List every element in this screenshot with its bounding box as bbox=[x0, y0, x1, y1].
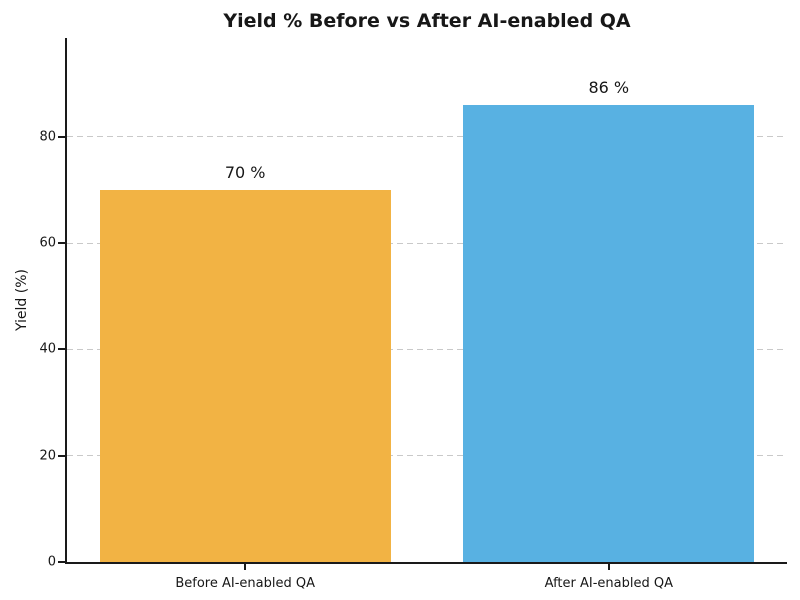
bar-value-label: 86 % bbox=[588, 77, 630, 97]
bar-before bbox=[99, 189, 391, 562]
x-tick-mark bbox=[607, 564, 610, 570]
y-tick-label: 60 bbox=[39, 235, 56, 251]
x-tick-label: Before AI-enabled QA bbox=[175, 576, 315, 591]
y-tick-label: 20 bbox=[39, 448, 56, 464]
x-axis-spine bbox=[65, 562, 787, 564]
y-gridline bbox=[67, 136, 787, 138]
y-gridline bbox=[67, 455, 787, 457]
y-tick-mark bbox=[58, 242, 65, 245]
y-tick-label: 80 bbox=[39, 129, 56, 145]
x-tick-mark bbox=[244, 564, 247, 570]
y-tick-mark bbox=[58, 454, 65, 457]
y-axis-label: Yield (%) bbox=[14, 268, 30, 332]
x-tick-label: After AI-enabled QA bbox=[544, 576, 673, 591]
y-tick-mark bbox=[58, 561, 65, 563]
y-tick-mark bbox=[58, 348, 65, 351]
y-tick-mark bbox=[58, 135, 65, 138]
y-tick-label: 40 bbox=[39, 341, 56, 357]
chart-title: Yield % Before vs After AI-enabled QA bbox=[223, 10, 631, 32]
y-axis-spine bbox=[65, 38, 67, 564]
y-gridline bbox=[67, 242, 787, 244]
y-tick-label: 0 bbox=[47, 554, 56, 570]
bar-value-label: 70 % bbox=[224, 162, 266, 182]
plot-area: 0 20 40 60 80 70 % Before AI-enabled QA 86 % Aft… bbox=[39, 38, 787, 591]
bar-after bbox=[463, 104, 755, 562]
y-gridline bbox=[67, 348, 787, 350]
